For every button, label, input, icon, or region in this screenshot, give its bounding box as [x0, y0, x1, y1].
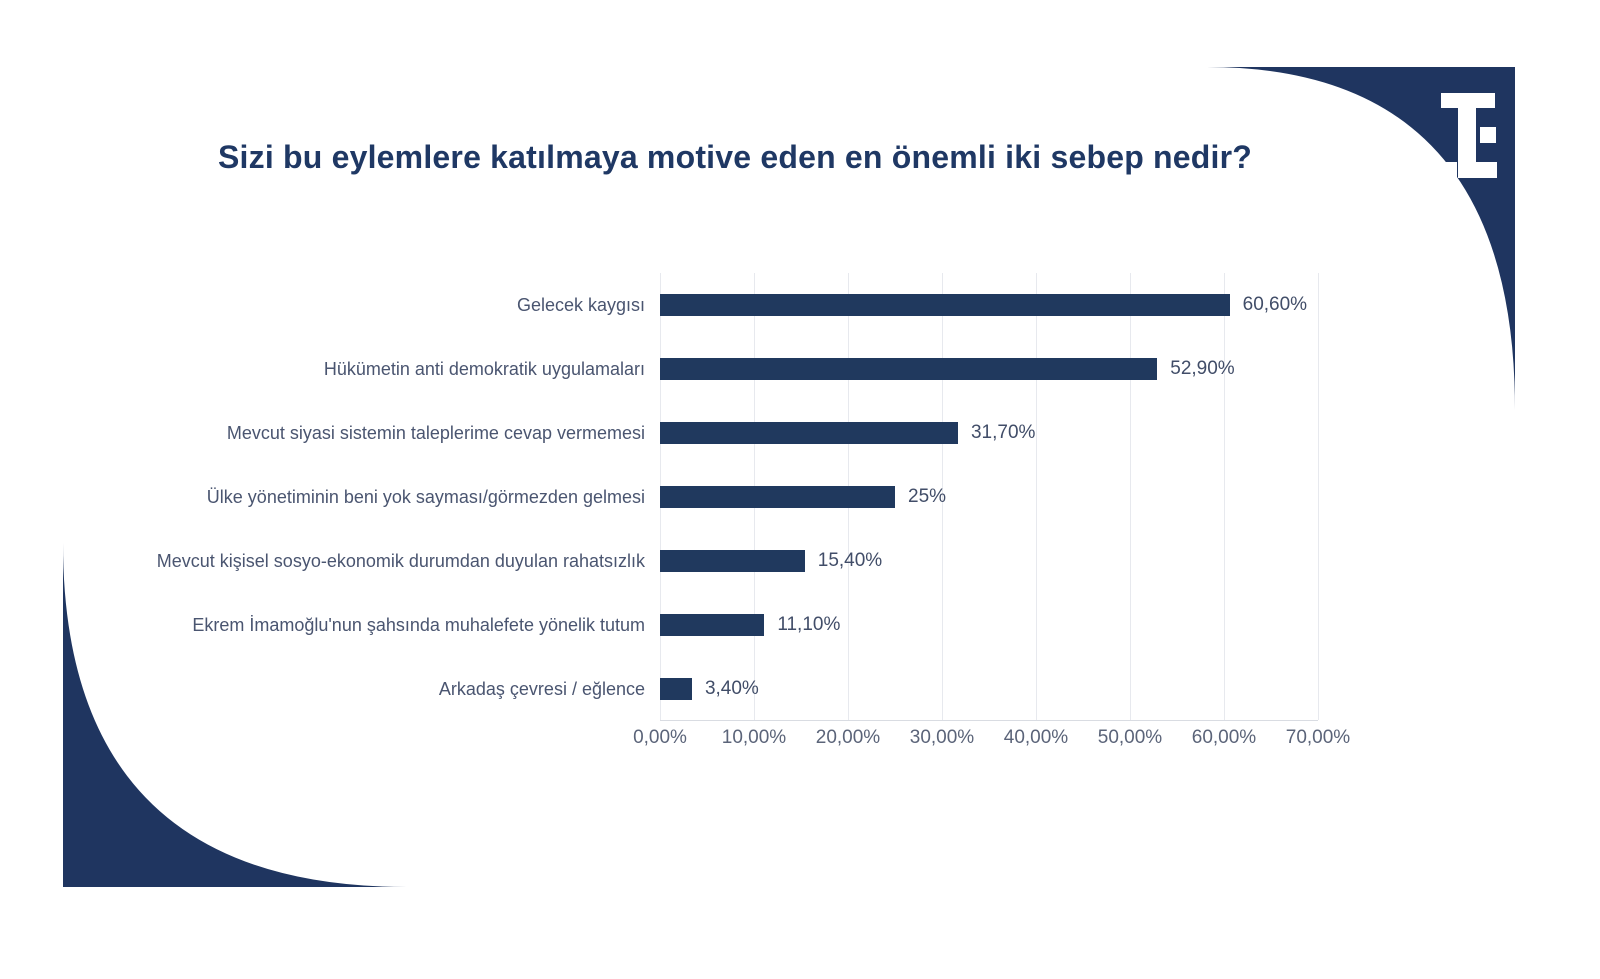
bar [660, 358, 1158, 380]
bar [660, 486, 895, 508]
bar [660, 678, 692, 700]
logo-stem [1458, 93, 1476, 178]
x-tick-label: 50,00% [1097, 727, 1163, 748]
bar-row: Hükümetin anti demokratik uygulamaları 52… [0, 337, 1600, 401]
gridline-60,00% [1224, 273, 1225, 720]
value-label: 15,40% [817, 550, 883, 571]
category-label: Gelecek kaygısı [516, 294, 645, 315]
category-label: Ülke yönetiminin beni yok sayması/görmez… [206, 486, 645, 507]
category-label: Mevcut siyasi sistemin taleplerime cevap… [226, 422, 645, 443]
logo-te-monogram [1441, 93, 1497, 178]
x-tick-label: 60,00% [1191, 727, 1257, 748]
gridline-50,00% [1130, 273, 1131, 720]
bar-row: Ülke yönetiminin beni yok sayması/görmez… [0, 465, 1600, 529]
gridline-40,00% [1036, 273, 1037, 720]
gridline-30,00% [942, 273, 943, 720]
value-label: 60,60% [1242, 294, 1308, 315]
value-label: 3,40% [704, 678, 759, 699]
bar [660, 614, 765, 636]
category-label: Mevcut kişisel sosyo-ekonomik durumdan d… [156, 550, 645, 571]
logo-bottom-bar [1458, 162, 1497, 178]
value-label: 11,10% [777, 614, 841, 635]
category-label: Arkadaş çevresi / eğlence [438, 678, 645, 699]
chart-title: Sizi bu eylemlere katılmaya motive eden … [218, 139, 1253, 175]
x-axis: 0,00% 10,00% 20,00% 30,00% 40,00% 50,00% 60,00… [0, 727, 1600, 759]
bar-row: Mevcut kişisel sosyo-ekonomik durumdan d… [0, 529, 1600, 593]
category-label: Ekrem İmamoğlu'nun şahsında muhalefete y… [192, 614, 645, 635]
bar [660, 294, 1230, 316]
bar-row: Gelecek kaygısı 60,60% [0, 273, 1600, 337]
gridline-70,00% [1318, 273, 1319, 720]
bar [660, 550, 805, 572]
bar-row: Ekrem İmamoğlu'nun şahsında muhalefete y… [0, 593, 1600, 657]
x-tick-label: 10,00% [721, 727, 787, 748]
bar-row: Mevcut siyasi sistemin taleplerime cevap… [0, 401, 1600, 465]
logo-bottom-left-square [1441, 162, 1457, 178]
bar [660, 422, 958, 444]
category-label: Hükümetin anti demokratik uygulamaları [323, 358, 645, 379]
value-label: 25% [908, 486, 947, 507]
x-tick-label: 0,00% [633, 727, 687, 748]
value-label: 31,70% [970, 422, 1036, 443]
bar-row: Arkadaş çevresi / eğlence 3,40% [0, 657, 1600, 721]
x-tick-label: 20,00% [815, 727, 881, 748]
logo-right-square [1480, 127, 1496, 143]
x-tick-label: 70,00% [1285, 727, 1351, 748]
x-tick-label: 30,00% [909, 727, 975, 748]
x-tick-label: 40,00% [1003, 727, 1069, 748]
bar-chart-rows: Gelecek kaygısı 60,60% Hükümetin anti demo… [0, 273, 1600, 721]
value-label: 52,90% [1170, 358, 1235, 379]
